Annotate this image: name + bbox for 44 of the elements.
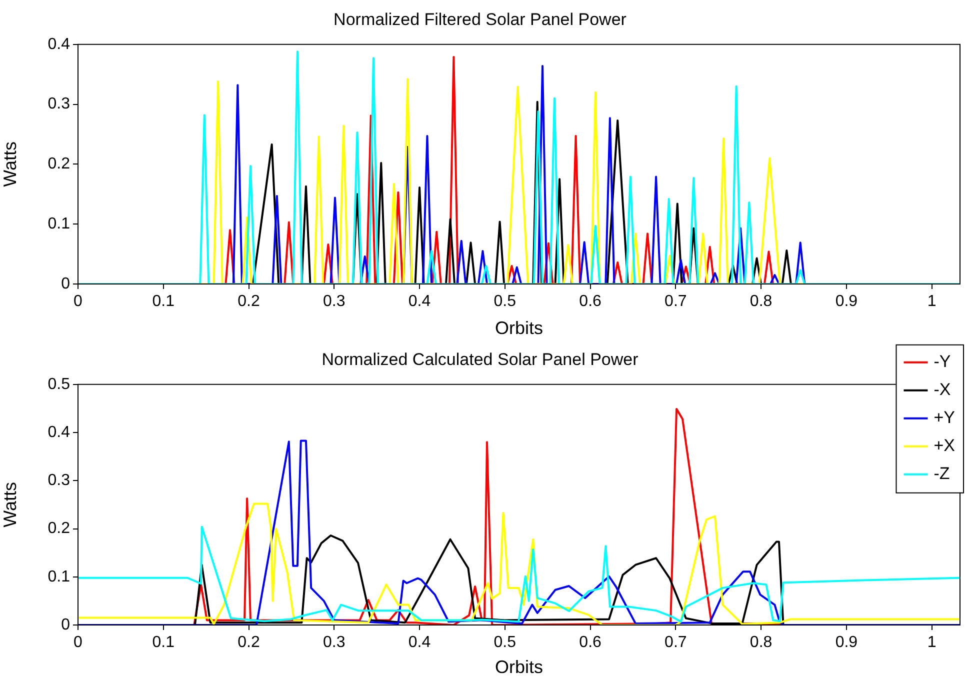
legend-label: -Z [934, 464, 950, 484]
legend-label: -X [934, 380, 951, 400]
y-tick-label: 0 [61, 275, 70, 292]
y-tick-label: 0.1 [48, 216, 70, 233]
x-tick-label: 0.6 [579, 634, 602, 652]
x-tick-label: 0.7 [664, 293, 687, 310]
y-tick-label: 0.4 [48, 36, 70, 53]
x-tick-label: 0.2 [238, 293, 260, 310]
x-tick-label: 0.9 [835, 634, 858, 652]
x-tick-label: 1 [927, 634, 936, 652]
y-axis-title: Watts [0, 482, 20, 528]
y-tick-label: 0.3 [48, 472, 70, 490]
x-tick-label: 0.2 [238, 634, 260, 652]
x-tick-label: 0.1 [152, 634, 175, 652]
y-tick-label: 0.1 [48, 568, 70, 586]
x-tick-label: 0.3 [323, 293, 346, 310]
x-tick-label: 0.5 [494, 293, 516, 310]
y-tick-label: 0 [61, 616, 70, 634]
x-tick-label: 0.3 [323, 634, 346, 652]
x-tick-label: 0.7 [664, 634, 687, 652]
chart-title: Normalized Filtered Solar Panel Power [334, 10, 627, 29]
legend-label: -Y [934, 352, 951, 372]
x-tick-label: 0 [74, 293, 83, 310]
x-tick-label: 0.5 [494, 634, 516, 652]
chart-title: Normalized Calculated Solar Panel Power [322, 350, 639, 369]
y-axis-title: Watts [0, 142, 20, 187]
x-tick-label: 0.4 [408, 634, 431, 652]
x-tick-label: 0.1 [152, 293, 175, 310]
y-tick-label: 0.4 [48, 424, 70, 441]
x-tick-label: 0.9 [835, 293, 858, 310]
y-tick-label: 0.5 [48, 376, 70, 393]
x-tick-label: 0.8 [750, 634, 772, 652]
y-tick-label: 0.2 [48, 520, 70, 538]
y-tick-label: 0.2 [48, 156, 70, 173]
x-tick-label: 0.8 [750, 293, 772, 310]
x-tick-label: 0.4 [408, 293, 431, 310]
x-tick-label: 0.6 [579, 293, 602, 310]
y-tick-label: 0.3 [48, 96, 70, 113]
x-axis-title: Orbits [494, 657, 544, 678]
legend-label: +X [934, 436, 956, 456]
x-axis-title: Orbits [494, 318, 544, 338]
x-tick-label: 1 [927, 293, 936, 310]
x-tick-label: 0 [74, 634, 83, 652]
legend-label: +Y [934, 408, 956, 428]
